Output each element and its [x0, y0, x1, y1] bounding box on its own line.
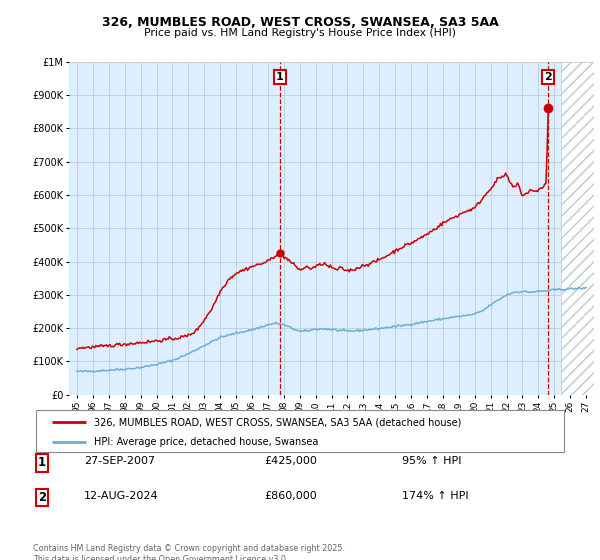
- Text: Price paid vs. HM Land Registry's House Price Index (HPI): Price paid vs. HM Land Registry's House …: [144, 28, 456, 38]
- Text: 95% ↑ HPI: 95% ↑ HPI: [402, 456, 461, 466]
- Text: 1: 1: [38, 456, 46, 469]
- Text: 12-AUG-2024: 12-AUG-2024: [84, 491, 158, 501]
- Text: 174% ↑ HPI: 174% ↑ HPI: [402, 491, 469, 501]
- Text: 326, MUMBLES ROAD, WEST CROSS, SWANSEA, SA3 5AA: 326, MUMBLES ROAD, WEST CROSS, SWANSEA, …: [101, 16, 499, 29]
- Text: 1: 1: [276, 72, 284, 82]
- Text: 2: 2: [544, 72, 552, 82]
- Text: Contains HM Land Registry data © Crown copyright and database right 2025.
This d: Contains HM Land Registry data © Crown c…: [33, 544, 345, 560]
- Text: £860,000: £860,000: [264, 491, 317, 501]
- Text: £425,000: £425,000: [264, 456, 317, 466]
- Text: 2: 2: [38, 491, 46, 504]
- Text: HPI: Average price, detached house, Swansea: HPI: Average price, detached house, Swan…: [94, 437, 319, 446]
- Text: 326, MUMBLES ROAD, WEST CROSS, SWANSEA, SA3 5AA (detached house): 326, MUMBLES ROAD, WEST CROSS, SWANSEA, …: [94, 417, 461, 427]
- Text: 27-SEP-2007: 27-SEP-2007: [84, 456, 155, 466]
